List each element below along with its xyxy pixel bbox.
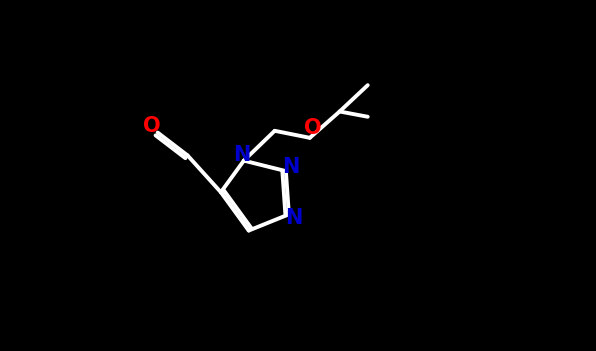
Text: N: N: [282, 157, 299, 177]
Text: N: N: [233, 145, 250, 165]
Text: O: O: [304, 118, 321, 138]
Text: N: N: [285, 208, 303, 228]
Text: O: O: [142, 116, 160, 136]
